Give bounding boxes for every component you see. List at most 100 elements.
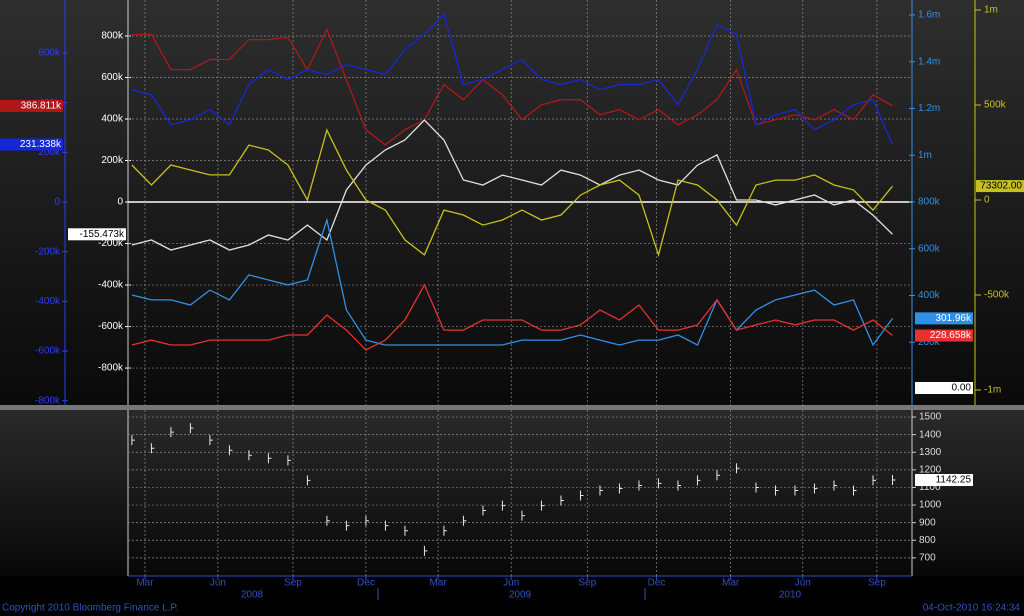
copyright: Copyright 2010 Bloomberg Finance L.P. [2,603,179,614]
price-bar [677,480,681,491]
last-value-label-box [915,312,973,325]
price-bar [228,445,233,456]
price-bar [833,480,837,491]
last-value-label: -155.473k [80,229,125,240]
price-bar [657,478,662,489]
year-label: 2008 [241,590,264,601]
series-line [131,128,894,258]
y-tick-label: -800k [35,395,61,406]
price-bar [306,475,311,486]
y-tick-label: 700 [919,553,936,564]
x-tick-label: Mar [429,578,447,589]
price-bar [150,443,155,454]
price-bar [482,505,486,516]
price-bar [813,483,818,494]
last-value-label: 228.658k [930,330,972,341]
y-tick-label: 0 [54,197,60,208]
price-bar [131,435,135,446]
y-tick-label: 800 [919,535,936,546]
price-bar [735,463,740,474]
y-tick-label: 0 [117,197,123,208]
last-value-label: 1142.25 [936,475,972,486]
series-line [131,119,893,251]
y-tick-label: 1100 [919,482,941,493]
price-bar [696,475,701,486]
y-tick-label: 800k [918,197,941,208]
price-bar [170,427,174,438]
y-tick-label: 1500 [919,412,942,423]
y-tick-label: -400k [98,280,124,291]
price-bar [540,500,545,511]
price-bar [599,485,603,496]
last-value-label-box [915,329,973,342]
price-bar [774,485,779,496]
price-bar [209,435,213,446]
y-tick-label: 500k [984,100,1007,111]
x-tick-label: Jun [210,578,226,589]
y-tick-label: 200k [101,155,124,166]
y-tick-label: 1m [984,5,998,16]
last-value-label: 231.338k [20,139,62,150]
y-tick-label: -500k [984,290,1010,301]
price-bar [579,490,584,501]
last-value-label-box [915,474,973,487]
timestamp: 04-Oct-2010 16:24:34 [923,603,1021,614]
panel-divider [0,405,1024,410]
y-tick-label: 1.2m [918,103,940,114]
y-tick-label: 0 [984,195,990,206]
price-bar [404,525,408,536]
price-bar [345,520,350,531]
y-tick-label: 1300 [919,447,942,458]
price-bar [891,475,896,486]
price-bar [638,480,642,491]
x-tick-label: Mar [722,578,740,589]
series-line [131,13,894,145]
price-bar [716,470,720,481]
y-tick-label: 1200 [919,464,942,475]
x-tick-label: Sep [284,578,302,589]
last-value-label-box [976,180,1024,193]
price-bar [560,495,564,506]
y-tick-label: -1m [984,385,1001,396]
x-tick-label: Dec [648,578,666,589]
price-bar [501,500,506,511]
price-bar [618,483,623,494]
y-tick-label: 600k [38,48,61,59]
year-label: 2009 [509,590,532,601]
price-bar [872,475,876,486]
price-bar [248,450,252,461]
last-value-label: 301.96k [935,313,972,324]
price-bar [521,510,525,521]
last-value-label: 73302.00 [980,181,1022,192]
series-line [131,217,894,347]
price-bar [326,515,330,526]
y-tick-label: 1.6m [918,10,940,21]
x-tick-label: Sep [868,578,886,589]
y-tick-label: 900 [919,517,936,528]
y-tick-label: -600k [35,346,61,357]
price-bar [852,485,857,496]
series-line [131,283,893,351]
marker-label-box [915,382,973,394]
x-tick-label: Jun [795,578,811,589]
y-tick-label: 1000 [919,500,942,511]
y-tick-label: 200k [38,147,61,158]
price-bar [287,455,291,466]
last-value-label: 386.811k [21,101,62,112]
y-tick-label: 1400 [919,429,942,440]
price-bar [365,515,369,526]
price-bar [189,423,194,434]
y-tick-label: 600k [101,72,124,83]
price-bar [384,520,389,531]
price-bar [755,482,759,493]
y-tick-label: -400k [35,296,61,307]
y-tick-label: -200k [98,238,124,249]
x-tick-label: Sep [578,578,596,589]
last-value-label-box [68,228,126,241]
price-bar [423,545,428,556]
price-bar [794,485,798,496]
x-tick-label: Jun [503,578,519,589]
last-value-label-box [0,138,63,151]
y-tick-label: 1.4m [918,56,940,67]
